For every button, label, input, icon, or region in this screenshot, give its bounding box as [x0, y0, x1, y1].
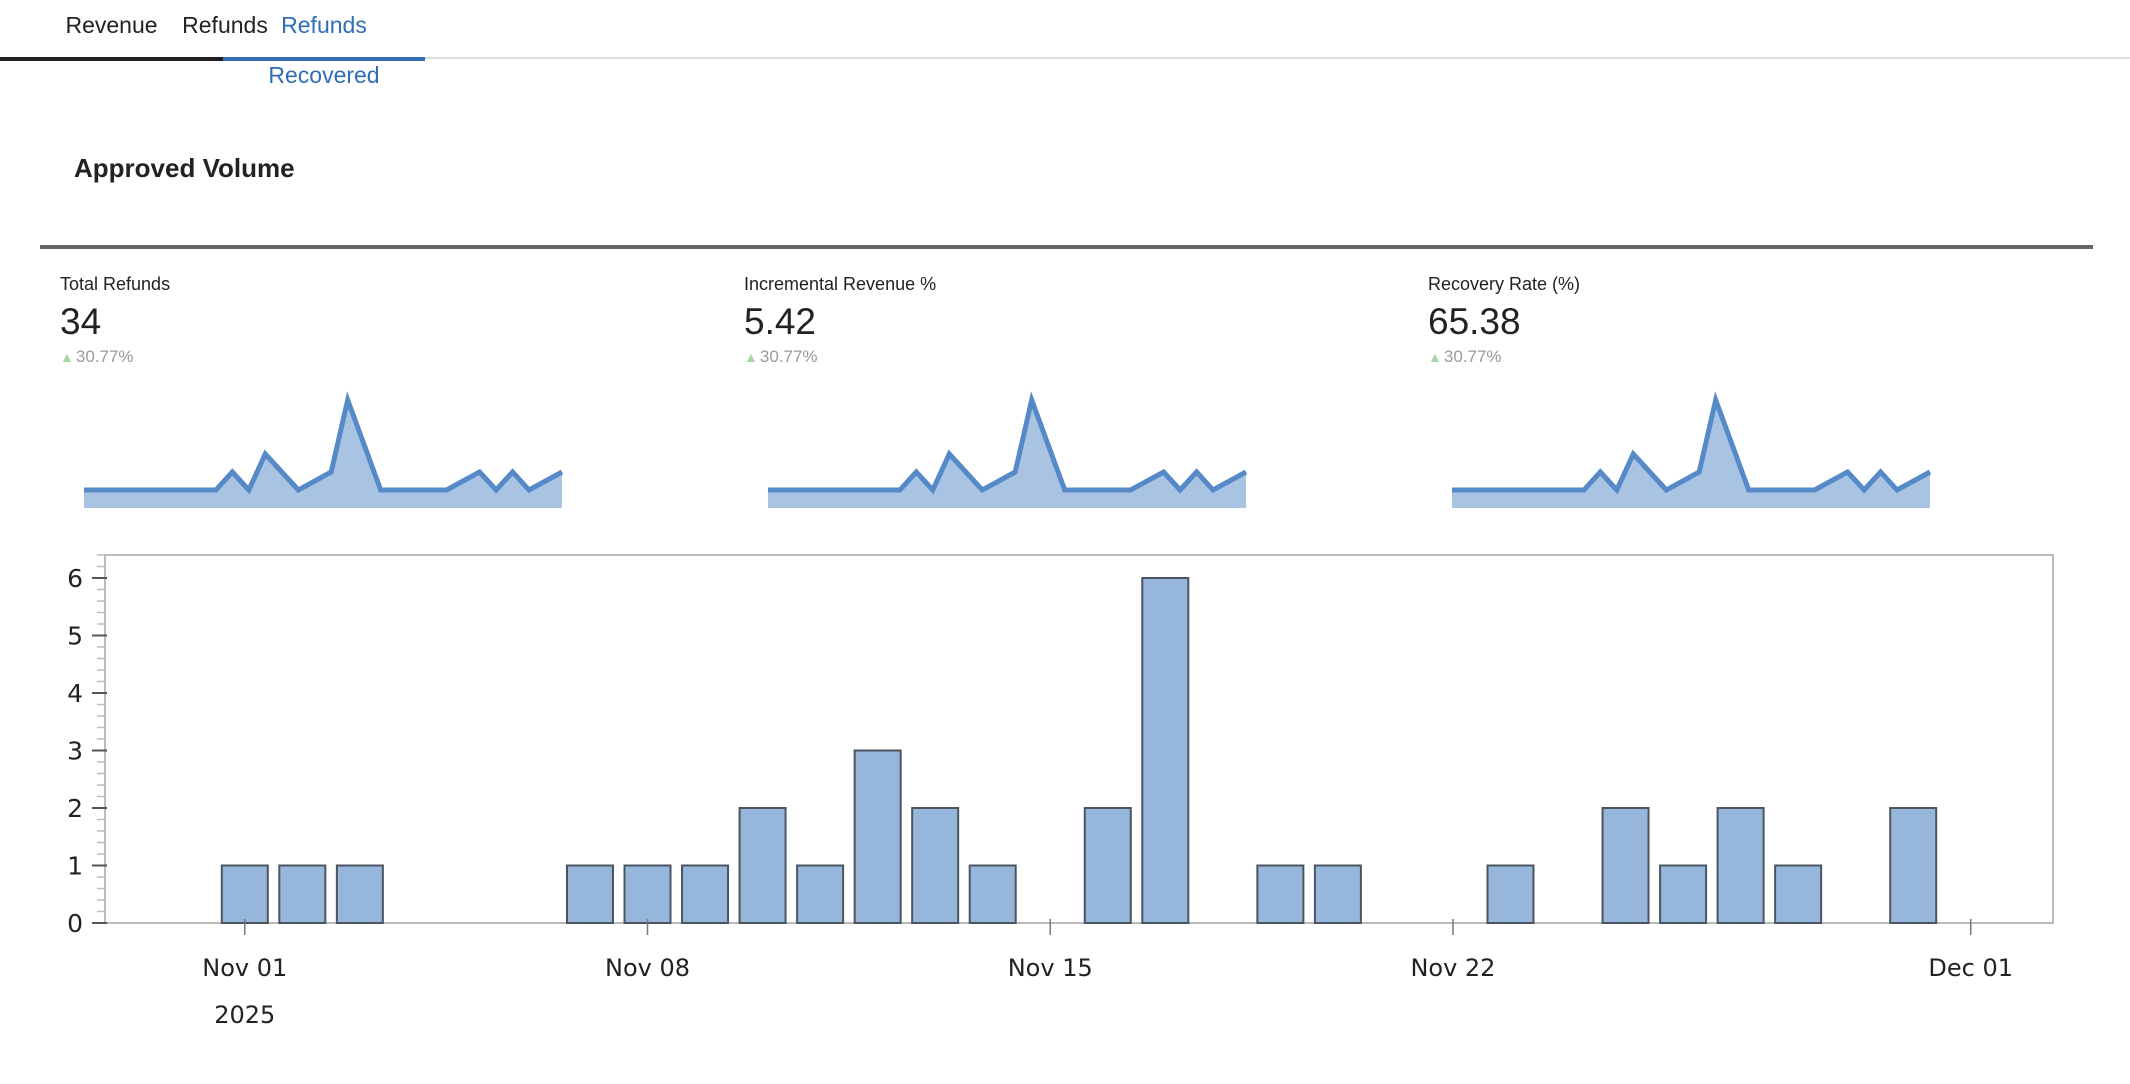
triangle-up-icon: ▲ [744, 349, 758, 365]
y-tick-label: 2 [67, 794, 83, 823]
bar-2025-11-13 [911, 807, 960, 924]
y-tick-label: 1 [67, 852, 83, 881]
section-title: Approved Volume [74, 153, 295, 183]
kpi-label: Recovery Rate (%) [1428, 274, 1581, 294]
sparkline-total-refunds [84, 391, 564, 508]
y-tick-label: 5 [67, 622, 83, 651]
bar-2025-11-27 [1716, 807, 1765, 924]
kpi-incremental-revenue: Incremental Revenue % 5.42 ▲ 30.77% [744, 274, 1384, 367]
bar-2025-11-26 [1659, 864, 1708, 924]
kpi-label: Total Refunds [60, 274, 171, 294]
tab-bar: Revenue Refunds Refunds Recovered [0, 0, 2130, 88]
triangle-up-icon: ▲ [1428, 349, 1442, 365]
tab-label: Revenue [65, 12, 158, 38]
kpi-delta-value: 30.77% [759, 347, 818, 366]
kpi-delta-value: 30.77% [75, 347, 134, 366]
bar-2025-11-30 [1889, 807, 1938, 924]
sparkline-line [1452, 391, 1932, 495]
kpi-value: 65.38 [1428, 301, 1521, 342]
tab-refunds-recovered[interactable]: Refunds Recovered [223, 0, 425, 88]
bar-2025-11-14 [968, 864, 1017, 924]
bar-2025-11-23 [1486, 864, 1535, 924]
y-tick-label: 3 [67, 737, 83, 766]
kpi-value: 34 [60, 301, 102, 342]
bar-2025-11-25 [1601, 807, 1650, 924]
tab-revenue[interactable]: Revenue [0, 0, 223, 61]
bar-2025-11-03 [335, 864, 384, 924]
sparkline-incremental-revenue [768, 391, 1248, 508]
kpi-total-refunds: Total Refunds 34 ▲ 30.77% [60, 274, 700, 367]
bar-2025-11-19 [1256, 864, 1305, 924]
y-tick-label: 6 [67, 564, 83, 593]
x-tick-label: Dec 01 [1928, 954, 2013, 982]
bar-2025-11-28 [1774, 864, 1823, 924]
triangle-up-icon: ▲ [60, 349, 74, 365]
bar-2025-11-08 [623, 864, 672, 924]
sparkline-recovery-rate [1452, 391, 1932, 508]
tab-baseline [425, 57, 2130, 59]
kpi-delta-value: 30.77% [1443, 347, 1502, 366]
bar-2025-11-12 [853, 749, 902, 924]
section-divider [40, 245, 2093, 249]
bar-2025-11-02 [278, 864, 327, 924]
tab-label: Refunds Recovered [268, 12, 380, 88]
x-tick-label: Nov 22 [1410, 954, 1495, 982]
bar-2025-11-11 [796, 864, 845, 924]
sparkline-area [84, 400, 562, 508]
tab-underline [0, 57, 223, 61]
x-tick-label: Nov 15 [1008, 954, 1093, 982]
x-tick-label: Nov 08 [605, 954, 690, 982]
kpi-delta: ▲ 30.77% [60, 347, 700, 367]
y-tick-label: 0 [67, 909, 83, 938]
tab-label: Refunds [182, 12, 268, 38]
bar-2025-11-09 [681, 864, 730, 924]
refunds-bar-chart: 0 1 2 3 4 5 6 Nov 01 2025 Nov 08 Nov 15 Nov 22 Dec 0… [67, 554, 2054, 1029]
x-tick-label: Nov 01 [202, 954, 287, 982]
kpi-label: Incremental Revenue % [744, 274, 937, 294]
bar-2025-11-10 [738, 807, 787, 924]
sparkline-area [768, 400, 1246, 508]
bar-2025-11-16 [1083, 807, 1132, 924]
kpi-delta: ▲ 30.77% [744, 347, 1384, 367]
sparkline-area [1452, 400, 1930, 508]
y-tick-label: 4 [67, 679, 83, 708]
tab-refunds[interactable]: Refunds [150, 0, 300, 57]
sparkline-line [768, 391, 1248, 495]
bar-2025-11-01 [220, 864, 269, 924]
kpi-delta: ▲ 30.77% [1428, 347, 2068, 367]
kpi-recovery-rate: Recovery Rate (%) 65.38 ▲ 30.77% [1428, 274, 2068, 367]
bar-2025-11-07 [565, 864, 614, 924]
bar-2025-11-20 [1313, 864, 1362, 924]
tab-active-underline [223, 57, 425, 61]
bar-2025-11-17 [1141, 577, 1190, 924]
kpi-value: 5.42 [744, 301, 817, 342]
sparkline-line [84, 391, 564, 495]
x-tick-year-label: 2025 [214, 1001, 275, 1029]
